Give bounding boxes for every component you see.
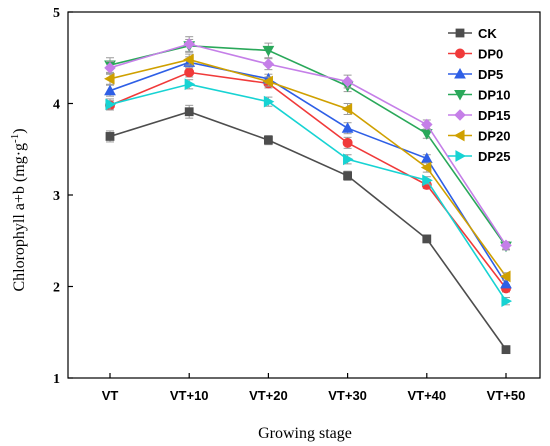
legend-marker <box>455 150 467 162</box>
legend-marker <box>454 67 466 79</box>
legend-marker <box>453 129 465 142</box>
series-line <box>109 45 507 247</box>
legend-item-dp25: DP25 <box>448 149 511 164</box>
y-axis-title-superscript: -1 <box>9 134 21 143</box>
legend-label: DP20 <box>478 129 511 144</box>
series-dp0 <box>105 67 511 294</box>
data-point <box>499 270 511 283</box>
data-point <box>262 58 275 70</box>
y-tick-label: 4 <box>53 98 60 113</box>
data-point <box>183 53 194 66</box>
data-point <box>422 234 432 244</box>
data-point <box>500 277 512 289</box>
legend-marker <box>454 89 466 101</box>
series-dp25 <box>105 78 513 308</box>
legend: CK DP0 DP5 DP10 DP15 DP20 DP25 <box>448 26 511 164</box>
series-line <box>109 71 507 289</box>
data-point <box>501 295 513 308</box>
legend-marker <box>454 48 465 59</box>
series-line <box>109 83 507 302</box>
data-point <box>262 45 275 57</box>
data-point <box>420 161 432 174</box>
data-point <box>184 78 196 91</box>
series-line <box>109 43 507 246</box>
y-axis-title-main: Chlorophyll a+b (mg·g <box>11 143 28 292</box>
data-point <box>262 75 273 88</box>
data-point <box>422 174 433 187</box>
y-axis-title: Chlorophyll a+b (mg·g-1) <box>9 128 28 291</box>
data-point <box>263 95 275 108</box>
x-tick-label: VT+30 <box>328 388 367 403</box>
legend-label: DP15 <box>478 108 511 123</box>
x-tick-label: VT <box>102 388 119 403</box>
series-ck <box>105 104 511 355</box>
data-point <box>501 345 511 355</box>
data-point <box>105 132 115 141</box>
data-point <box>184 67 195 78</box>
x-tick-label: VT+10 <box>170 388 209 403</box>
y-axis-ticks: 1 2 3 4 5 <box>53 6 73 387</box>
y-tick-label: 2 <box>53 281 60 296</box>
legend-item-ck: CK <box>448 26 497 41</box>
legend-item-dp20: DP20 <box>448 129 511 144</box>
data-point <box>341 75 354 88</box>
x-tick-label: VT+50 <box>487 388 526 403</box>
x-axis-ticks: VT VT+10 VT+20 VT+30 VT+40 VT+50 <box>102 373 526 403</box>
series-dp15 <box>104 36 512 252</box>
legend-marker <box>455 28 465 38</box>
x-tick-label: VT+40 <box>407 388 446 403</box>
legend-label: DP10 <box>478 88 511 103</box>
series-line <box>109 58 507 277</box>
data-point <box>184 107 194 117</box>
series-dp20 <box>103 53 511 283</box>
y-tick-label: 5 <box>53 6 60 21</box>
data-point <box>500 239 512 252</box>
y-tick-label: 3 <box>53 189 60 204</box>
legend-item-dp10: DP10 <box>448 88 511 103</box>
x-axis-title: Growing stage <box>258 425 352 442</box>
data-point <box>341 122 354 133</box>
x-tick-label: VT+20 <box>249 388 288 403</box>
legend-item-dp15: DP15 <box>448 108 511 123</box>
data-point <box>342 137 353 148</box>
series-line <box>109 61 507 285</box>
legend-label: CK <box>478 26 497 41</box>
series-dp5 <box>104 56 512 289</box>
legend-label: DP5 <box>478 67 503 82</box>
data-point <box>343 153 354 166</box>
data-point <box>103 72 115 85</box>
series-layer <box>103 36 513 355</box>
data-point <box>263 135 273 145</box>
data-point <box>341 103 353 115</box>
legend-label: DP0 <box>478 47 503 62</box>
legend-marker <box>454 109 466 121</box>
data-point <box>421 118 433 131</box>
y-axis-title-close: ) <box>11 128 28 133</box>
data-point <box>183 38 195 50</box>
legend-item-dp0: DP0 <box>448 47 503 62</box>
y-tick-label: 1 <box>53 372 60 387</box>
data-point <box>104 84 116 96</box>
data-point <box>105 98 117 111</box>
legend-item-dp5: DP5 <box>448 67 503 82</box>
legend-label: DP25 <box>478 149 511 164</box>
data-point <box>343 171 353 181</box>
series-line <box>109 110 507 351</box>
